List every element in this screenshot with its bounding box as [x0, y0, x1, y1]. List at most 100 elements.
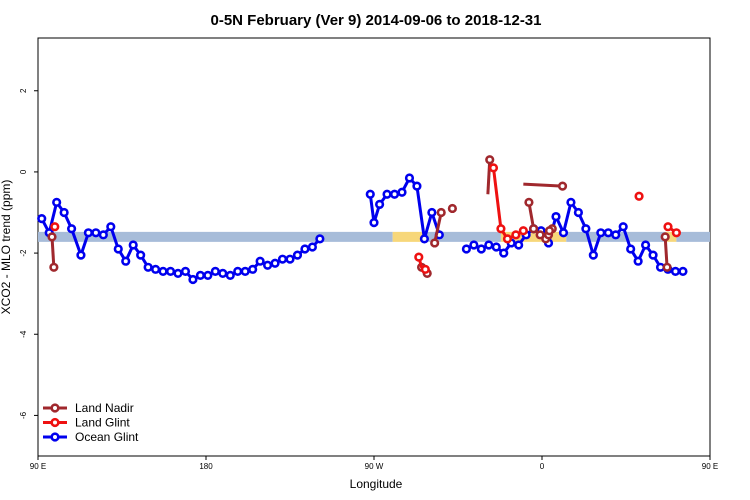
y-axis-label: XCO2 - MLO trend (ppm) [0, 180, 13, 315]
ocean-glint-point [188, 274, 198, 285]
ocean-glint-point [76, 250, 86, 260]
land-glint-point [502, 234, 513, 244]
land-nadir-point [544, 226, 555, 236]
land-nadir-point [524, 197, 534, 207]
ocean-glint-point [389, 189, 400, 199]
ocean-glint-point [37, 213, 47, 224]
ocean-glint-point [165, 266, 176, 276]
ocean-glint-point [573, 207, 584, 218]
ocean-glint-point [240, 266, 250, 276]
land-nadir-line [663, 236, 669, 268]
legend-marker [50, 432, 60, 442]
ocean-glint-point [419, 234, 430, 244]
x-tick-label: 180 [199, 462, 213, 471]
ocean-glint-point [285, 254, 295, 264]
legend-marker [50, 417, 60, 428]
ocean-glint-point [640, 240, 651, 250]
land-glint-point [420, 264, 430, 274]
ocean-glint-point [427, 207, 437, 218]
ocean-glint-point [225, 270, 235, 281]
land-glint-point [488, 163, 499, 173]
land-nadir-line [486, 159, 492, 195]
x-tick-label: 90 W [365, 462, 384, 471]
land-nadir-point [535, 230, 545, 240]
land-glint-point [50, 222, 60, 232]
ocean-glint-point [91, 228, 101, 238]
ocean-glint-point [83, 228, 93, 238]
land-nadir-line [523, 182, 563, 188]
land-nadir-point [660, 232, 670, 242]
y-tick-label: -6 [19, 411, 28, 419]
ocean-glint-point [143, 262, 153, 272]
land-glint-point [663, 222, 673, 232]
ocean-glint-point [365, 189, 375, 199]
ocean-glint-point [491, 242, 501, 252]
ocean-glint-point [113, 244, 123, 254]
x-tick-label: 90 E [30, 462, 46, 471]
ocean-glint-point [499, 248, 509, 258]
series-land-glint [50, 163, 682, 274]
legend-marker [50, 403, 60, 413]
land-glint-point [634, 191, 644, 201]
land-nadir-point [430, 238, 440, 248]
land-nadir-point [49, 262, 59, 272]
ocean-glint-point [270, 258, 280, 268]
ocean-glint-point [173, 268, 183, 278]
x-tick-label: 90 E [702, 462, 718, 471]
ocean-glint-point [106, 222, 116, 232]
ocean-glint-point [375, 199, 385, 209]
land-nadir-point [662, 262, 672, 272]
ocean-glint-point [404, 173, 415, 183]
ocean-glint-point [476, 244, 486, 254]
ocean-glint-point [263, 260, 273, 270]
land-glint-point [496, 224, 506, 234]
ocean-glint-point [136, 250, 146, 260]
series-layer [37, 155, 688, 285]
ocean-glint-point [98, 230, 108, 240]
ocean-glint-point [300, 244, 310, 254]
ocean-glint-point [277, 254, 288, 264]
ocean-glint-point [180, 266, 191, 276]
land-glint-point [518, 226, 528, 236]
land-nadir-point [557, 181, 568, 191]
legend-label: Land Nadir [75, 401, 134, 415]
ocean-glint-point [484, 240, 494, 250]
land-nadir-point [47, 232, 57, 242]
ocean-glint-point [670, 266, 681, 276]
ocean-glint-point [315, 234, 325, 244]
land-nadir-line [50, 236, 56, 268]
x-tick-label: 0 [540, 462, 545, 471]
ocean-glint-point [203, 270, 213, 281]
y-tick-label: -4 [19, 330, 28, 338]
ocean-glint-point [581, 224, 591, 234]
land-glint-point [511, 230, 521, 240]
land-glint-point [414, 252, 424, 262]
ocean-glint-point [248, 264, 258, 274]
y-tick-label: 0 [19, 169, 28, 174]
legend-label: Land Glint [75, 416, 130, 430]
ocean-glint-point [412, 181, 422, 191]
ocean-glint-point [551, 211, 561, 222]
ocean-glint-point [596, 228, 606, 238]
series-land-nadir [47, 155, 672, 278]
ocean-glint-point [210, 266, 220, 276]
land-nadir-point [447, 203, 458, 214]
ocean-glint-point [588, 250, 598, 260]
x-axis-label: Longitude [350, 477, 403, 491]
ocean-glint-point [233, 266, 243, 276]
ocean-glint-point [633, 256, 643, 266]
ocean-glint-point [218, 268, 228, 278]
ocean-glint-point [611, 230, 621, 240]
ocean-glint-point [678, 266, 688, 276]
ocean-glint-point [52, 197, 62, 207]
ocean-glint-point [307, 242, 318, 252]
ocean-glint-point [648, 250, 658, 260]
land-nadir-point [436, 207, 446, 218]
ocean-glint-point [626, 244, 636, 254]
legend-label: Ocean Glint [75, 430, 139, 444]
ocean-glint-point [382, 189, 392, 199]
ocean-glint-point [195, 270, 205, 281]
land-glint-point [671, 228, 682, 238]
ocean-glint-point [66, 224, 77, 234]
